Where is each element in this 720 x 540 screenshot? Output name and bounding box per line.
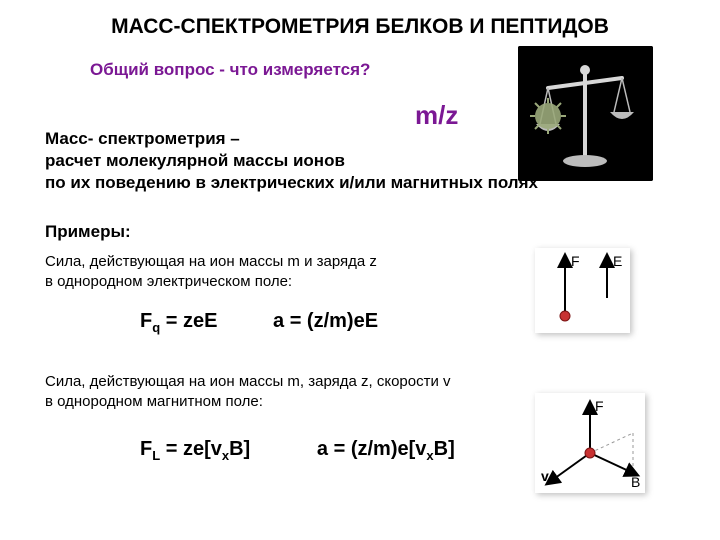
label-F: F [571,253,580,269]
mag-a-pre: a = (z/m)e[v [317,438,426,460]
label-v: v [541,468,549,484]
electric-field-diagram: F E [535,248,630,333]
magnetic-force-formula: FL = ze[vxB] a = (z/m)e[vxB] [140,438,455,463]
magnetic-desc-line2: в однородном магнитном поле: [45,393,263,410]
magnetic-desc-line1: Сила, действующая на ион массы m, заряда… [45,373,451,390]
page-title: МАСС-СПЕКТРОМЕТРИЯ БЕЛКОВ И ПЕПТИДОВ [80,15,640,39]
fl-post: = ze[v [160,438,222,460]
electric-force-formula: Fq = zeE a = (z/m)eE [140,310,378,335]
electric-desc-line2: в однородном электрическом поле: [45,273,292,290]
electric-desc-line1: Сила, действующая на ион массы m и заряд… [45,253,377,270]
magnetic-diagram-icon: F B v [535,393,645,493]
mag-a-x: x [426,448,433,463]
definition-line1: Масс- спектрометрия – [45,129,240,148]
mz-label: m/z [415,100,458,131]
fq-post: = zeE [160,310,217,332]
main-question: Общий вопрос - что измеряется? [90,60,370,80]
electric-diagram-icon: F E [535,248,630,333]
definition-block: Масс- спектрометрия – расчет молекулярно… [45,128,538,194]
electric-accel: a = (z/m)eE [273,310,378,332]
balance-scales-illustration [518,46,653,181]
mag-a-tail: B] [434,438,455,460]
magnetic-field-diagram: F B v [535,393,645,493]
magnetic-force-description: Сила, действующая на ион массы m, заряда… [45,372,451,411]
label-B: B [631,474,640,490]
fl-tail: B] [229,438,250,460]
label-F2: F [595,398,604,414]
fl-sub: L [152,448,160,463]
fq-pre: F [140,310,152,332]
label-E: E [613,253,622,269]
fl-pre: F [140,438,152,460]
scales-icon [518,46,653,181]
definition-line3: по их поведению в электрических и/или ма… [45,173,538,192]
examples-label: Примеры: [45,222,131,242]
fq-sub: q [152,320,160,335]
definition-line2: расчет молекулярной массы ионов [45,151,345,170]
electric-force-description: Сила, действующая на ион массы m и заряд… [45,252,377,291]
